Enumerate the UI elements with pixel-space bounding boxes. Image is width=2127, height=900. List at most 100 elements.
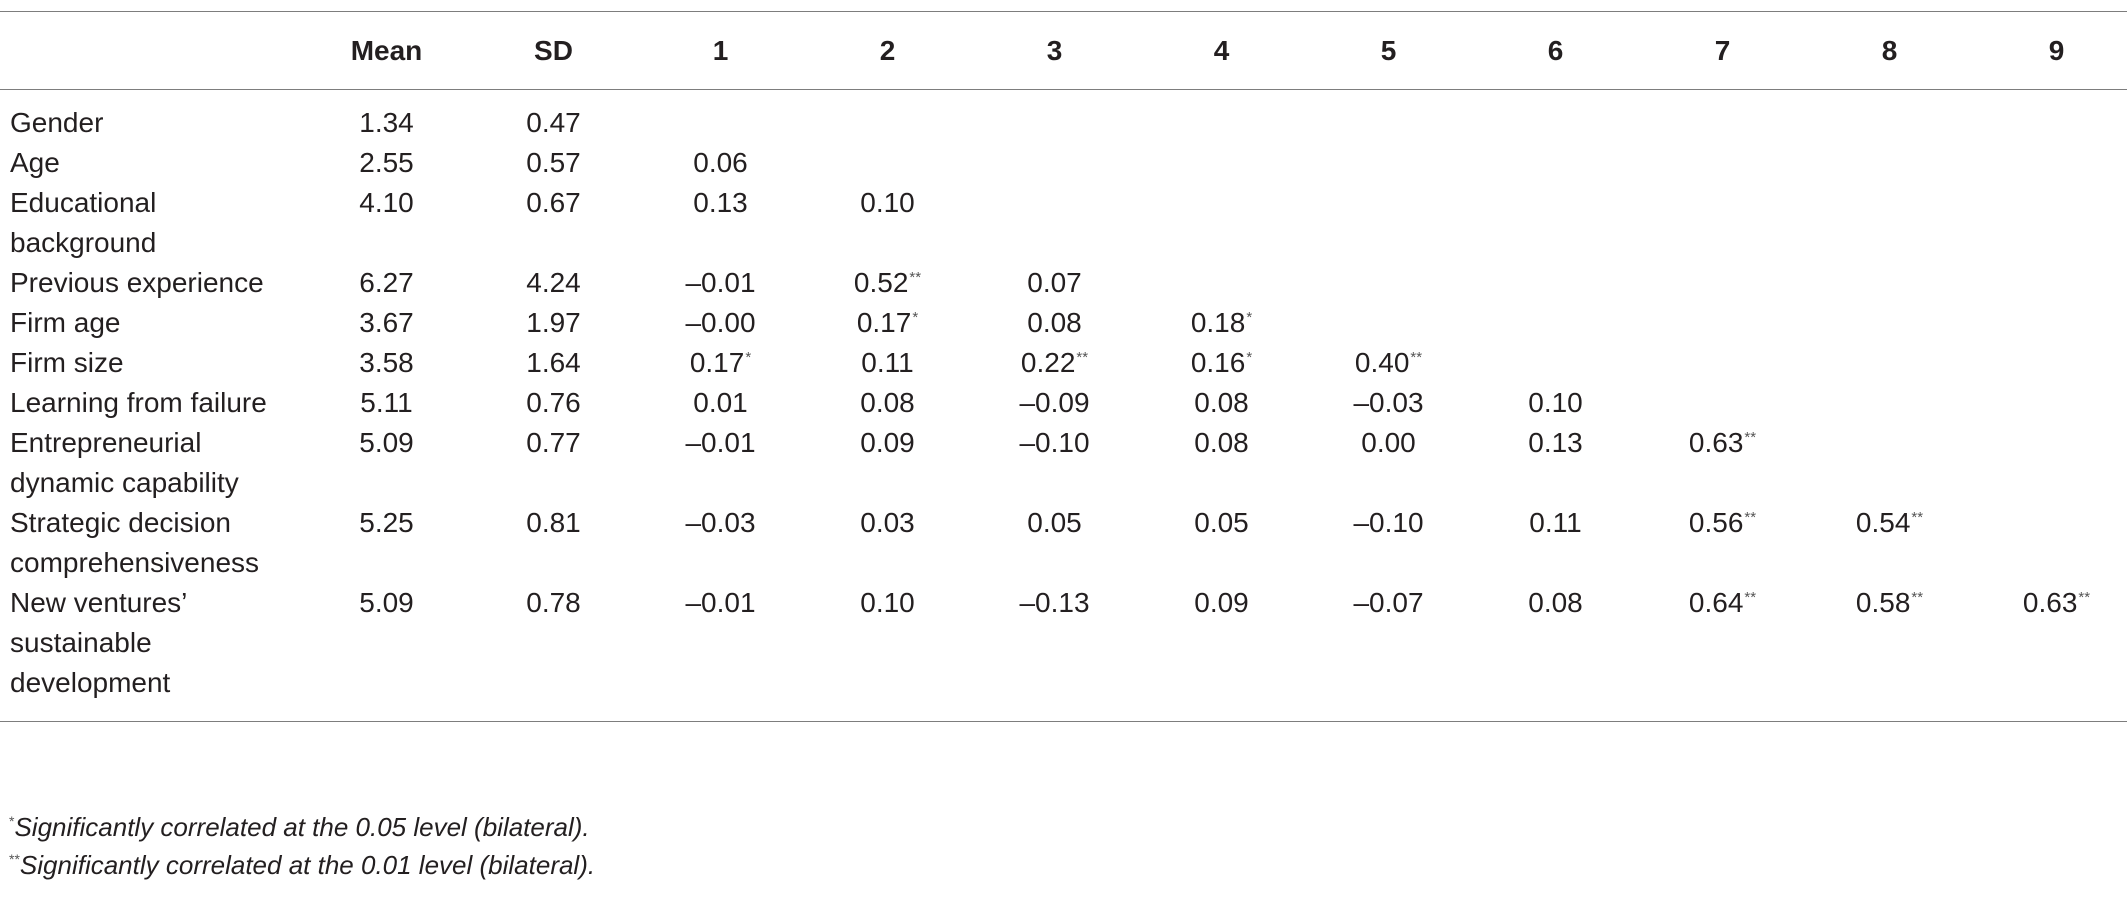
table-cell xyxy=(1472,343,1639,383)
cell-value: 6.27 xyxy=(359,267,414,298)
table-cell xyxy=(1472,90,1639,144)
cell-value: 0.77 xyxy=(526,427,581,458)
table-cell xyxy=(1138,263,1305,303)
table-cell xyxy=(1138,143,1305,183)
cell-value: –0.13 xyxy=(1019,587,1090,618)
cell-value: 0.17 xyxy=(856,307,912,338)
table-cell: 3.58 xyxy=(303,343,470,383)
cell-value: 0.05 xyxy=(1194,507,1249,538)
row-label: Learning from failure xyxy=(10,387,267,418)
cell-value: 1.34 xyxy=(359,107,414,138)
table-cell xyxy=(1973,143,2127,183)
cell-value: 0.76 xyxy=(526,387,581,418)
table-cell: –0.01 xyxy=(637,583,804,722)
header-cell: SD xyxy=(470,11,637,90)
table-cell xyxy=(1639,143,1806,183)
cell-value: 4.10 xyxy=(359,187,414,218)
table-cell: 0.63** xyxy=(1973,583,2127,722)
cell-value: 0.06 xyxy=(693,147,748,178)
table-row: Strategic decision comprehensiveness 5.25… xyxy=(0,503,2127,583)
table-row: Firm size 3.58 1.64 0.17* 0.11 0.22** 0.16* 0.4… xyxy=(0,343,2127,383)
table-cell xyxy=(971,90,1138,144)
row-label: Firm size xyxy=(10,347,124,378)
cell-value: 0.08 xyxy=(1194,387,1249,418)
table-cell: 0.08 xyxy=(1138,423,1305,503)
table-cell: 5.09 xyxy=(303,423,470,503)
table-cell: –0.01 xyxy=(637,423,804,503)
cell-value: 2.55 xyxy=(359,147,414,178)
table-cell xyxy=(1305,143,1472,183)
table-cell: –0.01 xyxy=(637,263,804,303)
table-cell xyxy=(1806,303,1973,343)
table-cell xyxy=(1138,90,1305,144)
table-cell: 5.11 xyxy=(303,383,470,423)
significance-marker: ** xyxy=(1911,509,1924,526)
footnote-marker: ** xyxy=(9,851,20,867)
table-cell xyxy=(1973,183,2127,263)
cell-value: 0.67 xyxy=(526,187,581,218)
significance-marker: ** xyxy=(1744,429,1757,446)
table-cell xyxy=(1973,343,2127,383)
cell-value: 0.07 xyxy=(1027,267,1082,298)
table-cell xyxy=(1639,383,1806,423)
table-cell: 0.08 xyxy=(1472,583,1639,722)
row-label: Entrepreneurial dynamic capability xyxy=(10,427,239,498)
table-cell xyxy=(1472,143,1639,183)
table-cell: 4.24 xyxy=(470,263,637,303)
table-cell: 0.11 xyxy=(1472,503,1639,583)
table-cell: 0.05 xyxy=(1138,503,1305,583)
cell-value: 0.54 xyxy=(1855,507,1911,538)
row-label: Gender xyxy=(10,107,104,138)
significance-marker: * xyxy=(1246,309,1253,326)
cell-value: 0.08 xyxy=(860,387,915,418)
table-cell: 0.13 xyxy=(1472,423,1639,503)
cell-value: 0.08 xyxy=(1528,587,1583,618)
cell-value: 0.57 xyxy=(526,147,581,178)
header-label-column xyxy=(0,11,303,90)
cell-value: 0.40 xyxy=(1354,347,1410,378)
cell-value: –0.00 xyxy=(685,307,756,338)
table-cell: 3.67 xyxy=(303,303,470,343)
table-cell xyxy=(1806,183,1973,263)
table-cell: –0.00 xyxy=(637,303,804,343)
header-cell: Mean xyxy=(303,11,470,90)
table-cell: 0.47 xyxy=(470,90,637,144)
header-cell: 9 xyxy=(1973,11,2127,90)
row-label: Educational background xyxy=(10,187,157,258)
header-cell: 1 xyxy=(637,11,804,90)
cell-value: 1.97 xyxy=(526,307,581,338)
table-cell: 6.27 xyxy=(303,263,470,303)
table-cell: 0.07 xyxy=(971,263,1138,303)
table-cell xyxy=(804,90,971,144)
table-cell: –0.09 xyxy=(971,383,1138,423)
cell-value: 0.00 xyxy=(1361,427,1416,458)
significance-marker: ** xyxy=(1911,589,1924,606)
cell-value: 0.11 xyxy=(861,347,914,378)
table-cell: 0.08 xyxy=(804,383,971,423)
cell-value: 4.24 xyxy=(526,267,581,298)
table-cell: 0.54** xyxy=(1806,503,1973,583)
table-cell xyxy=(1639,183,1806,263)
table-cell xyxy=(1973,90,2127,144)
cell-value: 0.81 xyxy=(526,507,581,538)
table-cell: 0.09 xyxy=(1138,583,1305,722)
cell-value: 1.64 xyxy=(526,347,581,378)
table-cell xyxy=(1639,90,1806,144)
cell-value: –0.03 xyxy=(1353,387,1424,418)
table-cell: –0.13 xyxy=(971,583,1138,722)
cell-value: –0.03 xyxy=(685,507,756,538)
cell-value: 0.08 xyxy=(1194,427,1249,458)
cell-value: 5.09 xyxy=(359,427,414,458)
table-cell: 0.76 xyxy=(470,383,637,423)
row-label: New ventures’ sustainable development xyxy=(0,583,303,722)
table-cell xyxy=(1806,143,1973,183)
cell-value: 0.09 xyxy=(860,427,915,458)
table-cell xyxy=(1973,503,2127,583)
cell-value: 5.11 xyxy=(360,387,413,418)
significance-marker: ** xyxy=(1744,589,1757,606)
row-label: Firm age xyxy=(10,307,121,338)
table-row: Educational background 4.10 0.67 0.13 0.10 xyxy=(0,183,2127,263)
table-row: New ventures’ sustainable development 5.0… xyxy=(0,583,2127,722)
table-row: Age 2.55 0.57 0.06 xyxy=(0,143,2127,183)
